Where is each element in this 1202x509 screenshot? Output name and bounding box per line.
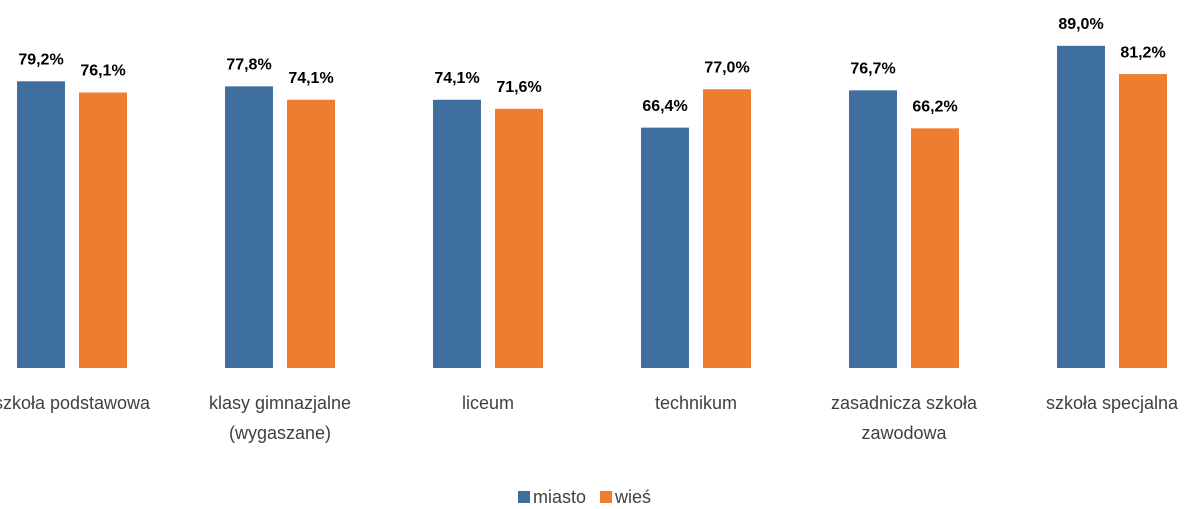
x-tick-label: zasadnicza szkoła zawodowa (830, 393, 978, 443)
legend-swatch (600, 491, 613, 503)
value-label: 74,1% (434, 70, 479, 87)
bar (287, 99, 335, 369)
value-label: 76,1% (80, 63, 125, 80)
value-label: 89,0% (1058, 16, 1103, 33)
x-tick-label-box: liceum (461, 393, 514, 413)
x-tick-label: szkoła podstawowa (0, 393, 151, 413)
x-tick-label-box: zasadnicza szkoła zawodowa (830, 393, 978, 443)
value-label: 79,2% (18, 52, 63, 69)
value-label: 66,4% (642, 98, 687, 115)
bar (1057, 45, 1105, 368)
bar (433, 99, 481, 369)
value-label: 77,0% (704, 59, 749, 76)
x-tick-label: liceum (461, 393, 514, 413)
x-tick-label-box: klasy gimnazjalne (wygaszane) (208, 393, 352, 443)
value-label: 77,8% (226, 57, 271, 74)
legend-label: miasto (533, 487, 586, 507)
bar (225, 86, 273, 368)
bar (495, 108, 543, 369)
legend-label: wieś (614, 487, 651, 507)
value-label: 74,1% (288, 70, 333, 87)
bar (911, 128, 959, 368)
bar (79, 92, 127, 368)
legend: miasto wieś (518, 487, 651, 507)
bar (641, 127, 689, 369)
bar (849, 90, 897, 368)
x-tick-label: szkoła specjalna (1045, 393, 1179, 413)
value-label: 71,6% (496, 79, 541, 96)
x-tick-label-box: technikum (654, 393, 738, 413)
value-label: 66,2% (912, 99, 957, 116)
x-tick-label: technikum (654, 393, 738, 413)
value-label: 81,2% (1120, 44, 1165, 61)
x-tick-label-box: szkoła podstawowa (0, 393, 151, 413)
bar (703, 89, 751, 368)
legend-swatch (518, 491, 530, 503)
bar (17, 81, 65, 369)
x-tick-label-box: szkoła specjalna (1045, 393, 1179, 413)
x-tick-label: klasy gimnazjalne (wygaszane) (208, 393, 352, 443)
value-label: 76,7% (850, 61, 895, 78)
bar (1119, 74, 1167, 368)
